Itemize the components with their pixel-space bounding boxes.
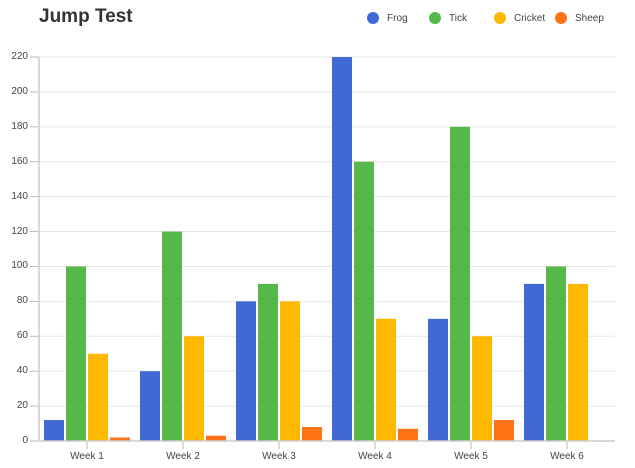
bar-tick-week-3[interactable]	[258, 283, 278, 441]
legend-item-tick[interactable]: Tick	[429, 12, 467, 24]
y-tick-label: 60	[16, 330, 28, 342]
bar-sheep-week-3[interactable]	[302, 427, 322, 441]
bar-sheep-week-2[interactable]	[206, 435, 226, 441]
y-tick-label: 220	[11, 51, 28, 62]
y-tick-label: 120	[11, 225, 28, 237]
x-tick-label: Week 2	[166, 451, 200, 462]
bar-frog-week-5[interactable]	[428, 318, 448, 441]
bar-cricket-week-5[interactable]	[472, 336, 492, 441]
legend-dot-icon	[367, 12, 379, 24]
y-tick-label: 100	[11, 260, 28, 272]
legend-label: Cricket	[514, 12, 546, 24]
bar-sheep-week-5[interactable]	[494, 420, 514, 441]
bar-cricket-week-6[interactable]	[568, 283, 588, 441]
legend-dot-icon	[494, 12, 506, 24]
y-tick-label: 160	[11, 155, 28, 167]
y-tick-label: 80	[16, 295, 28, 307]
legend-label: Frog	[387, 12, 408, 24]
y-tick-label: 140	[11, 190, 28, 202]
chart-title: Jump Test	[39, 6, 133, 27]
legend-label: Tick	[449, 12, 467, 24]
bar-frog-week-2[interactable]	[140, 371, 160, 441]
bar-tick-week-4[interactable]	[354, 161, 374, 441]
bar-frog-week-1[interactable]	[44, 420, 64, 441]
bar-tick-week-2[interactable]	[162, 231, 182, 441]
legend-dot-icon	[555, 12, 567, 24]
legend-item-sheep[interactable]: Sheep	[555, 12, 604, 24]
legend-dot-icon	[429, 12, 441, 24]
y-tick-label: 40	[16, 365, 28, 377]
legend: Frog Tick Cricket Sheep	[0, 12, 635, 28]
x-tick-label: Week 3	[262, 451, 296, 462]
bar-tick-week-6[interactable]	[546, 266, 566, 441]
y-tick-label: 0	[22, 435, 28, 446]
bar-frog-week-3[interactable]	[236, 301, 256, 441]
bar-frog-week-4[interactable]	[332, 57, 352, 441]
legend-item-frog[interactable]: Frog	[367, 12, 408, 24]
y-tick-label: 20	[16, 400, 28, 412]
bar-sheep-week-1[interactable]	[110, 437, 130, 441]
bar-cricket-week-4[interactable]	[376, 318, 396, 441]
x-tick-label: Week 6	[550, 451, 584, 462]
bar-cricket-week-2[interactable]	[184, 336, 204, 441]
legend-item-cricket[interactable]: Cricket	[494, 12, 545, 24]
y-tick-label: 200	[11, 85, 28, 97]
bar-frog-week-6[interactable]	[524, 283, 544, 441]
x-tick-label: Week 5	[454, 451, 488, 462]
bar-tick-week-1[interactable]	[66, 266, 86, 441]
y-tick-label: 180	[11, 120, 28, 132]
x-tick-label: Week 1	[70, 451, 104, 462]
bar-cricket-week-1[interactable]	[88, 353, 108, 441]
bar-tick-week-5[interactable]	[450, 126, 470, 442]
legend-label: Sheep	[575, 12, 604, 24]
bar-cricket-week-3[interactable]	[280, 301, 300, 441]
x-tick-label: Week 4	[358, 451, 392, 462]
bar-sheep-week-4[interactable]	[398, 428, 418, 441]
